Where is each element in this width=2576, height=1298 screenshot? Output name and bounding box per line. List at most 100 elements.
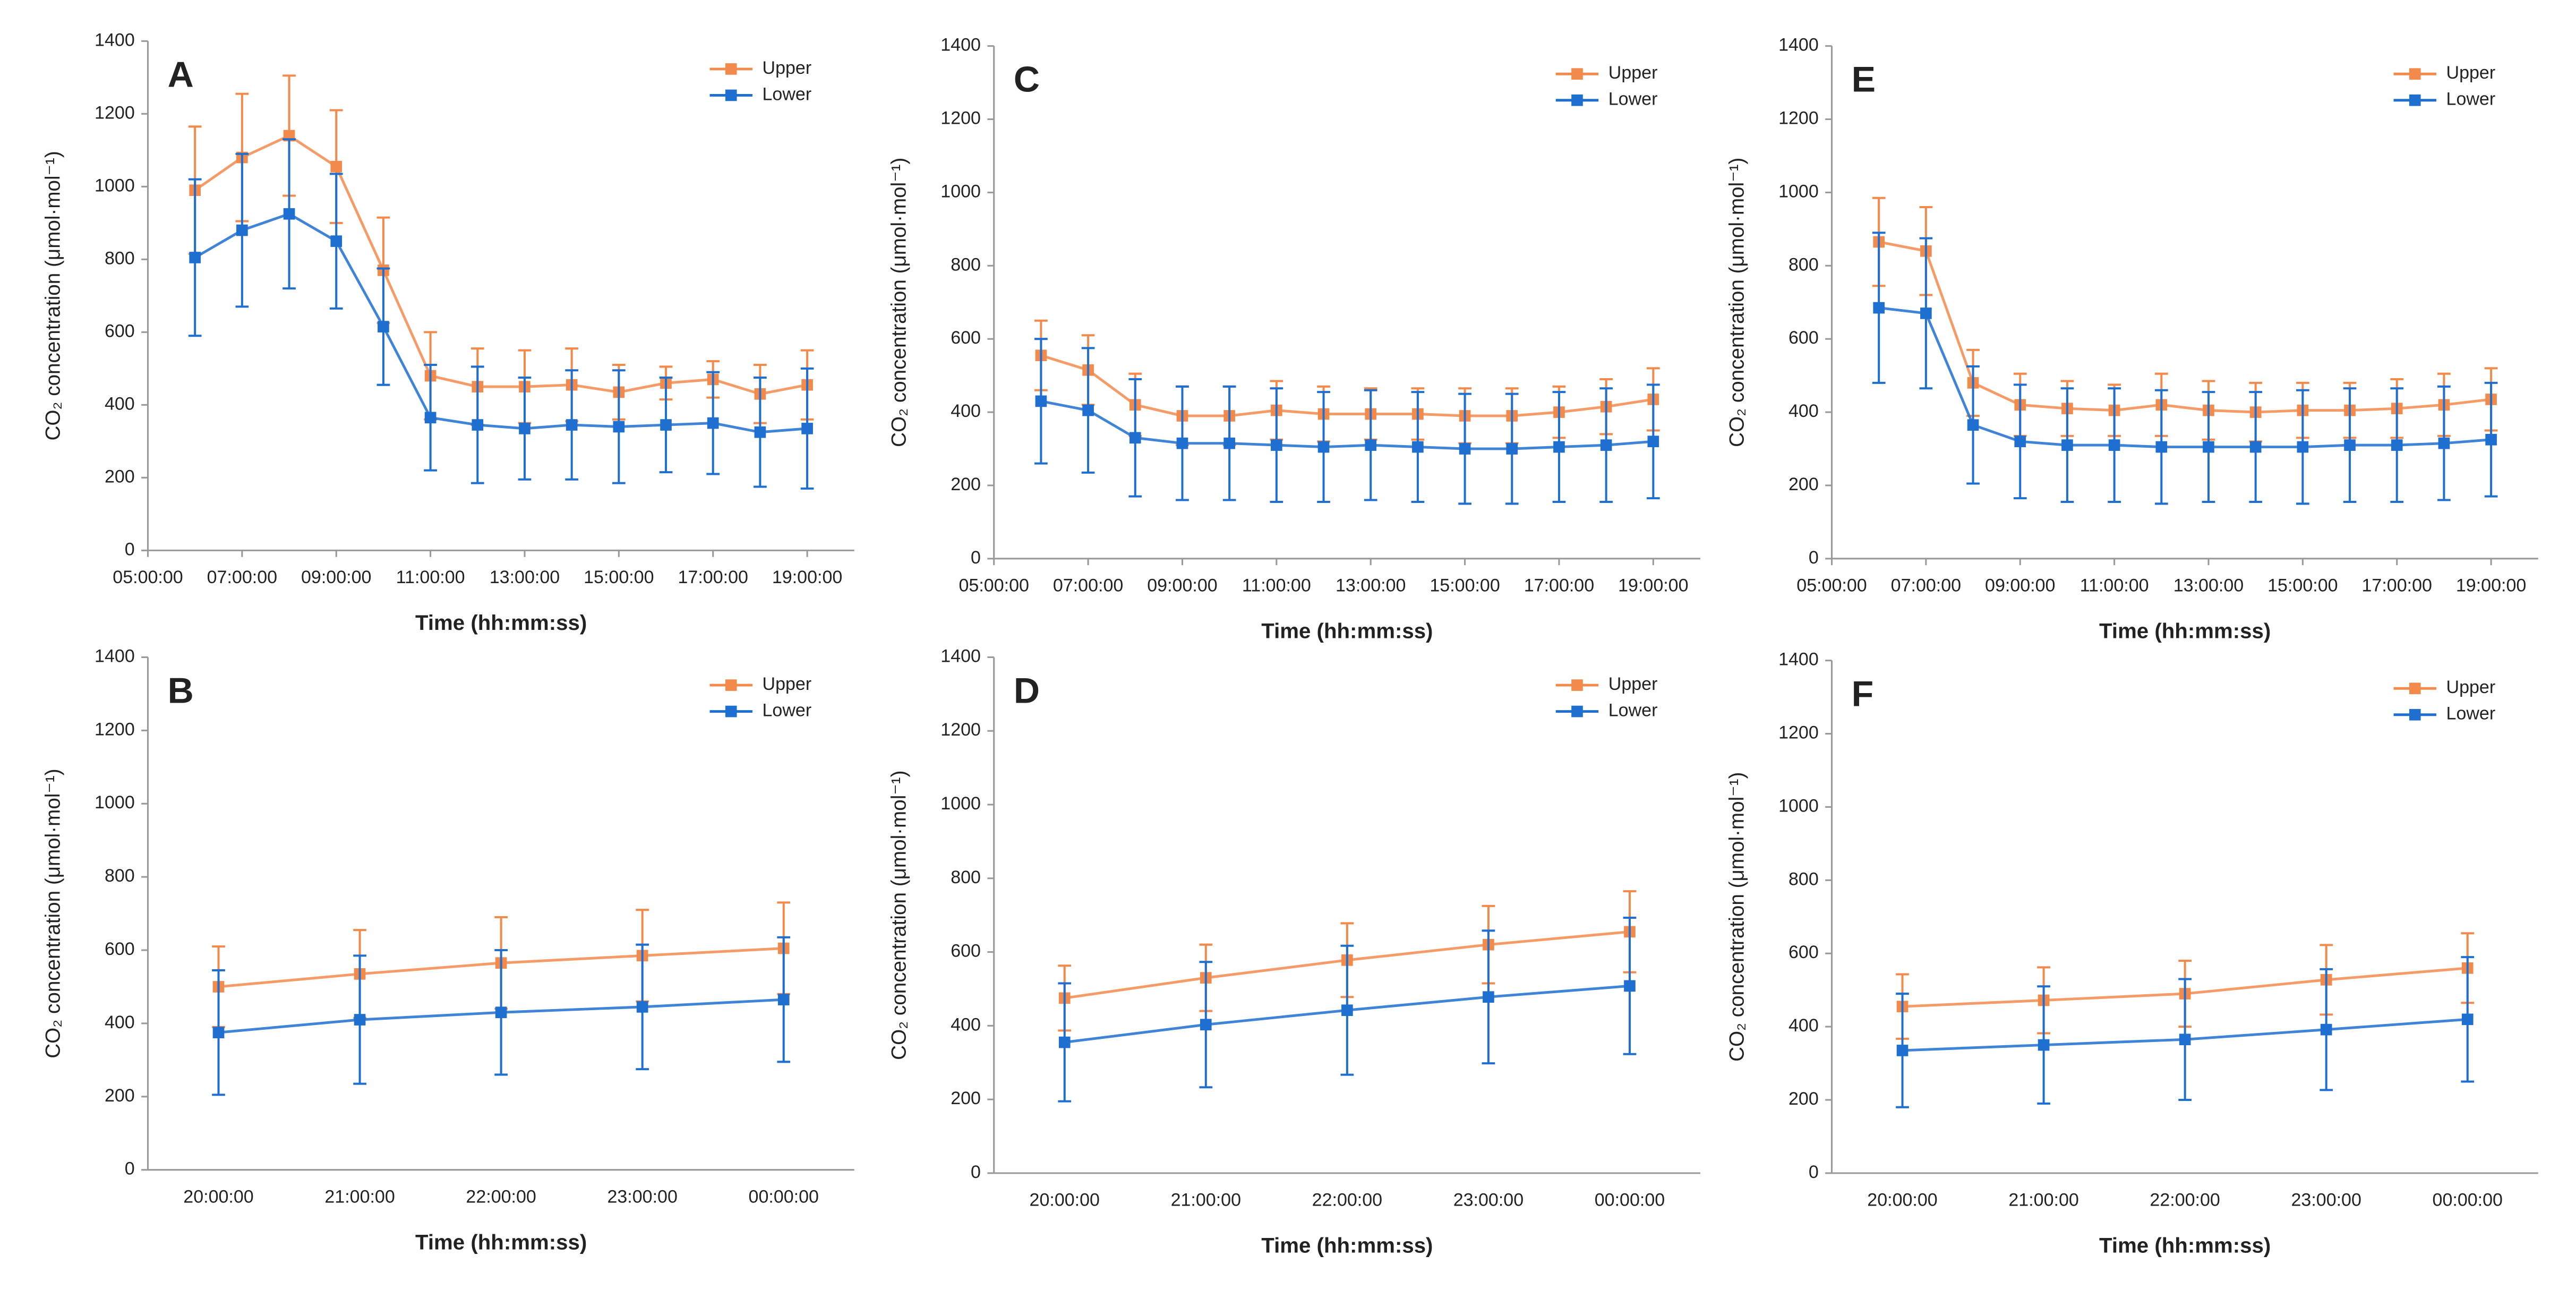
x-tick-label: 09:00:00 xyxy=(1147,575,1217,595)
legend-marker xyxy=(2409,682,2421,695)
y-tick-label: 600 xyxy=(951,328,981,348)
marker xyxy=(1600,439,1612,451)
marker xyxy=(2438,437,2450,449)
marker xyxy=(1223,437,1235,449)
marker xyxy=(1082,404,1094,416)
legend-marker xyxy=(1571,679,1583,691)
x-tick-label: 15:00:00 xyxy=(584,567,654,587)
x-axis-title: Time (hh:mm:ss) xyxy=(1261,619,1433,643)
marker xyxy=(2061,439,2073,451)
y-tick-label: 800 xyxy=(105,866,135,886)
legend-label: Lower xyxy=(763,701,812,721)
marker xyxy=(354,1014,366,1026)
marker xyxy=(1412,441,1424,453)
x-tick-label: 17:00:00 xyxy=(2362,575,2432,595)
series-line xyxy=(194,212,808,434)
marker xyxy=(2320,1023,2332,1036)
legend-marker xyxy=(725,705,737,718)
x-tick-label: 21:00:00 xyxy=(324,1186,395,1207)
x-tick-label: 00:00:00 xyxy=(749,1186,819,1207)
marker xyxy=(2391,439,2403,451)
legend-marker xyxy=(725,89,737,101)
series-line xyxy=(1878,241,2492,414)
marker xyxy=(519,423,530,434)
marker xyxy=(1873,302,1885,314)
legend-label: Upper xyxy=(763,58,812,78)
marker xyxy=(378,321,389,332)
x-tick-label: 21:00:00 xyxy=(1171,1190,1241,1210)
x-tick-label: 07:00:00 xyxy=(207,567,277,587)
series-line xyxy=(1040,354,1654,417)
marker xyxy=(1896,1045,1909,1056)
x-tick-label: 11:00:00 xyxy=(1242,575,1311,595)
y-tick-label: 200 xyxy=(1788,474,1819,494)
y-tick-label: 1400 xyxy=(940,646,981,666)
x-tick-label: 23:00:00 xyxy=(2291,1190,2361,1210)
marker xyxy=(1176,437,1188,449)
x-tick-label: 13:00:00 xyxy=(490,567,560,587)
y-tick-label: 400 xyxy=(1788,1015,1819,1036)
marker xyxy=(754,426,766,438)
legend-marker xyxy=(2409,94,2421,106)
y-tick-label: 1000 xyxy=(95,792,135,813)
marker xyxy=(2014,435,2026,448)
panel: 20:00:00 21:00:00 22:00:00 23:00:00 00:00:00… xyxy=(1725,650,2538,1258)
y-tick-label: 800 xyxy=(951,254,981,275)
x-axis-title: Time (hh:mm:ss) xyxy=(2099,1234,2271,1258)
x-tick-label: 23:00:00 xyxy=(607,1186,677,1207)
marker xyxy=(495,1006,507,1019)
legend-label: Upper xyxy=(1608,674,1658,694)
y-tick-label: 1400 xyxy=(1778,650,1819,670)
y-tick-label: 600 xyxy=(105,939,135,959)
y-tick-label: 1000 xyxy=(940,793,981,814)
y-tick-label: 800 xyxy=(1788,869,1819,889)
y-tick-label: 0 xyxy=(125,1159,135,1179)
legend-marker xyxy=(1571,68,1583,80)
x-tick-label: 07:00:00 xyxy=(1891,575,1961,595)
x-tick-label: 15:00:00 xyxy=(1430,575,1500,595)
y-tick-label: 0 xyxy=(971,548,981,568)
y-tick-label: 400 xyxy=(951,401,981,421)
marker xyxy=(2179,1034,2191,1046)
y-tick-label: 600 xyxy=(1788,328,1819,348)
marker xyxy=(212,1027,225,1038)
panel-label: D xyxy=(1014,671,1040,711)
marker xyxy=(707,417,719,429)
x-tick-label: 20:00:00 xyxy=(183,1186,253,1207)
y-axis-title: CO₂ concentration (μmol·mol⁻¹) xyxy=(41,151,64,440)
marker xyxy=(1967,419,1979,431)
marker xyxy=(2155,441,2168,453)
x-tick-label: 20:00:00 xyxy=(1867,1190,1937,1210)
series-line xyxy=(194,134,808,396)
y-tick-label: 200 xyxy=(105,466,135,486)
legend-label: Upper xyxy=(2446,63,2496,83)
y-axis-title: CO₂ concentration (μmol·mol⁻¹) xyxy=(888,158,911,447)
y-axis-title: CO₂ concentration (μmol·mol⁻¹) xyxy=(1725,158,1748,447)
marker xyxy=(189,252,201,263)
marker xyxy=(1271,439,1282,451)
marker xyxy=(472,419,484,431)
marker xyxy=(1459,443,1471,455)
y-tick-label: 400 xyxy=(951,1014,981,1035)
legend-marker xyxy=(725,679,737,691)
marker xyxy=(2297,441,2309,453)
x-tick-label: 09:00:00 xyxy=(1985,575,2055,595)
marker xyxy=(330,235,343,247)
panel-label: B xyxy=(168,671,194,711)
marker xyxy=(2249,441,2262,453)
legend-marker xyxy=(1571,705,1583,718)
x-tick-label: 19:00:00 xyxy=(772,567,842,587)
marker xyxy=(1035,395,1047,407)
x-tick-label: 09:00:00 xyxy=(301,567,371,587)
y-tick-label: 200 xyxy=(105,1086,135,1106)
marker xyxy=(1483,991,1494,1003)
marker xyxy=(2203,441,2214,453)
y-tick-label: 1200 xyxy=(95,719,135,739)
marker xyxy=(1365,439,1377,451)
x-axis-title: Time (hh:mm:ss) xyxy=(1261,1234,1433,1258)
marker xyxy=(2485,433,2497,446)
x-tick-label: 05:00:00 xyxy=(113,567,183,587)
x-tick-label: 17:00:00 xyxy=(678,567,748,587)
marker xyxy=(1058,1036,1071,1048)
y-axis-title: CO₂ concentration (μmol·mol⁻¹) xyxy=(1725,772,1748,1062)
